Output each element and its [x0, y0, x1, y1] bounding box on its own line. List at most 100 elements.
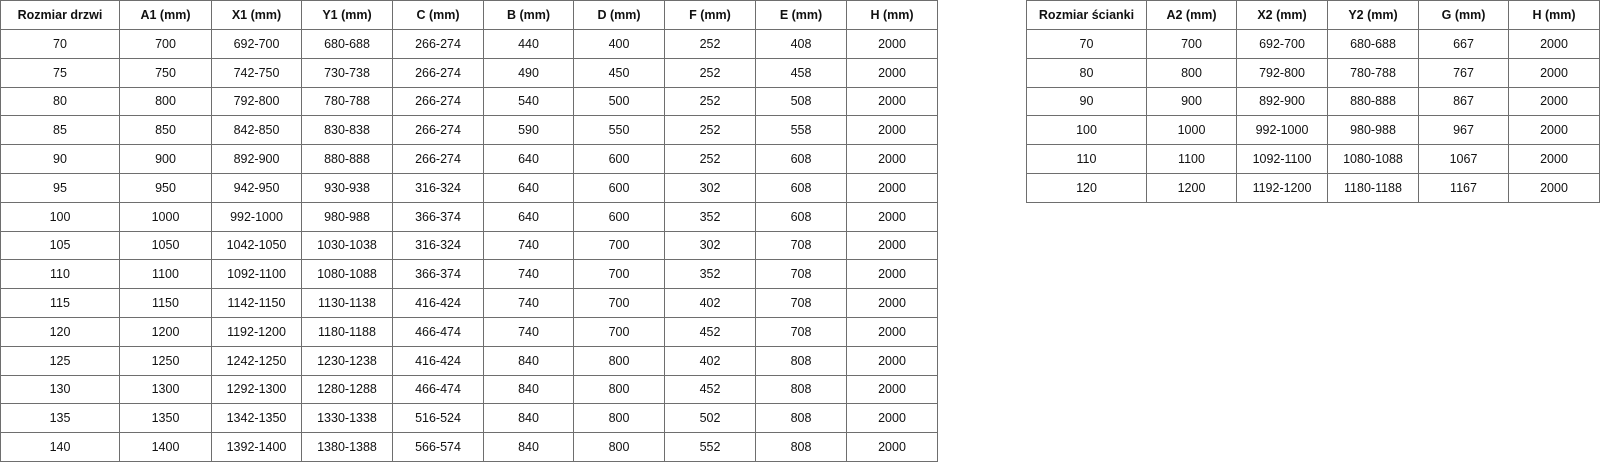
- table-cell: 792-800: [1236, 57, 1328, 88]
- table-row: 110 1100 1092-1100 1080-1088 1067 2000: [1026, 144, 1600, 174]
- table-cell: 800: [119, 86, 212, 117]
- table-cell: 2000: [846, 345, 938, 376]
- table-cell: 90: [1026, 86, 1147, 117]
- table-cell: 550: [573, 115, 665, 146]
- table-row: 110 1100 1092-1100 1080-1088 366-374 740 700 35…: [0, 259, 938, 290]
- table-cell: 2000: [846, 115, 938, 146]
- table-cell: 842-850: [211, 115, 302, 146]
- table-cell: 740: [483, 230, 574, 261]
- table-cell: 692-700: [1236, 29, 1328, 59]
- table-cell: 1350: [119, 403, 212, 434]
- table-cell: 808: [755, 345, 847, 376]
- table-row: 100 1000 992-1000 980-988 366-374 640 600 352 60…: [0, 201, 938, 232]
- table-cell: 780-788: [301, 86, 393, 117]
- door-dimensions-table: Rozmiar drzwi A1 (mm) X1 (mm) Y1 (mm) C (mm)…: [0, 0, 938, 462]
- table-cell: 730-738: [301, 57, 393, 88]
- column-header: D (mm): [573, 0, 665, 30]
- header-row: Rozmiar ścianki A2 (mm) X2 (mm) Y2 (mm) G (m…: [1026, 0, 1600, 30]
- table-cell: 95: [0, 172, 120, 203]
- table-cell: 692-700: [211, 29, 302, 59]
- table-row: 115 1150 1142-1150 1130-1138 416-424 740 700 40…: [0, 288, 938, 318]
- table-cell: 1067: [1418, 144, 1509, 174]
- table-cell: 1167: [1418, 172, 1509, 203]
- table-cell: 80: [1026, 57, 1147, 88]
- column-header: G (mm): [1418, 0, 1509, 30]
- table-cell: 930-938: [301, 172, 393, 203]
- table-row: 80 800 792-800 780-788 767 2000: [1026, 57, 1600, 88]
- wall-dimensions-table: Rozmiar ścianki A2 (mm) X2 (mm) Y2 (mm) G (m…: [1026, 0, 1600, 203]
- table-cell: 1380-1388: [301, 432, 393, 462]
- table-cell: 1092-1100: [1236, 144, 1328, 174]
- table-cell: 800: [573, 374, 665, 405]
- table-cell: 1100: [1146, 144, 1237, 174]
- table-cell: 508: [755, 86, 847, 117]
- table-cell: 1050: [119, 230, 212, 261]
- table-cell: 416-424: [392, 288, 484, 318]
- table-cell: 880-888: [1327, 86, 1419, 117]
- table-cell: 640: [483, 144, 574, 174]
- table-row: 95 950 942-950 930-938 316-324 640 600 302 608 20…: [0, 172, 938, 203]
- table-cell: 840: [483, 345, 574, 376]
- table-cell: 1150: [119, 288, 212, 318]
- table-cell: 708: [755, 230, 847, 261]
- column-header: Y2 (mm): [1327, 0, 1419, 30]
- table-cell: 80: [0, 86, 120, 117]
- table-cell: 120: [0, 316, 120, 347]
- table-cell: 302: [664, 230, 756, 261]
- table-cell: 366-374: [392, 201, 484, 232]
- table-cell: 1292-1300: [211, 374, 302, 405]
- table-row: 135 1350 1342-1350 1330-1338 516-524 840 800 50…: [0, 403, 938, 434]
- table-cell: 892-900: [211, 144, 302, 174]
- table-cell: 680-688: [1327, 29, 1419, 59]
- table-cell: 402: [664, 345, 756, 376]
- table-cell: 700: [119, 29, 212, 59]
- table-cell: 708: [755, 288, 847, 318]
- table-cell: 2000: [1508, 57, 1600, 88]
- table-cell: 140: [0, 432, 120, 462]
- table-cell: 402: [664, 288, 756, 318]
- table-cell: 600: [573, 144, 665, 174]
- table-cell: 266-274: [392, 57, 484, 88]
- table-cell: 452: [664, 316, 756, 347]
- table-cell: 700: [573, 288, 665, 318]
- table-cell: 808: [755, 432, 847, 462]
- table-row: 80 800 792-800 780-788 266-274 540 500 252 508 20…: [0, 86, 938, 117]
- table-cell: 1242-1250: [211, 345, 302, 376]
- table-cell: 130: [0, 374, 120, 405]
- table-cell: 608: [755, 144, 847, 174]
- table-cell: 840: [483, 374, 574, 405]
- table-cell: 792-800: [211, 86, 302, 117]
- table-cell: 135: [0, 403, 120, 434]
- table-cell: 466-474: [392, 374, 484, 405]
- table-cell: 458: [755, 57, 847, 88]
- table-cell: 90: [0, 144, 120, 174]
- table-cell: 1200: [119, 316, 212, 347]
- table-cell: 2000: [846, 86, 938, 117]
- table-cell: 1192-1200: [1236, 172, 1328, 203]
- table-cell: 900: [119, 144, 212, 174]
- table-cell: 1080-1088: [1327, 144, 1419, 174]
- table-cell: 640: [483, 201, 574, 232]
- column-header: H (mm): [846, 0, 938, 30]
- table-cell: 450: [573, 57, 665, 88]
- table-row: 105 1050 1042-1050 1030-1038 316-324 740 700 30…: [0, 230, 938, 261]
- table-cell: 600: [573, 172, 665, 203]
- table-cell: 708: [755, 316, 847, 347]
- table-cell: 352: [664, 259, 756, 290]
- column-header: E (mm): [755, 0, 847, 30]
- table-cell: 2000: [1508, 115, 1600, 146]
- table-cell: 2000: [846, 29, 938, 59]
- table-cell: 302: [664, 172, 756, 203]
- table-cell: 2000: [846, 172, 938, 203]
- column-header: F (mm): [664, 0, 756, 30]
- table-cell: 452: [664, 374, 756, 405]
- table-cell: 2000: [846, 201, 938, 232]
- table-cell: 252: [664, 57, 756, 88]
- table-row: 90 900 892-900 880-888 266-274 640 600 252 608 20…: [0, 144, 938, 174]
- table-cell: 808: [755, 374, 847, 405]
- table-cell: 105: [0, 230, 120, 261]
- table-cell: 740: [483, 316, 574, 347]
- table-cell: 70: [1026, 29, 1147, 59]
- table-cell: 2000: [846, 144, 938, 174]
- table-cell: 252: [664, 144, 756, 174]
